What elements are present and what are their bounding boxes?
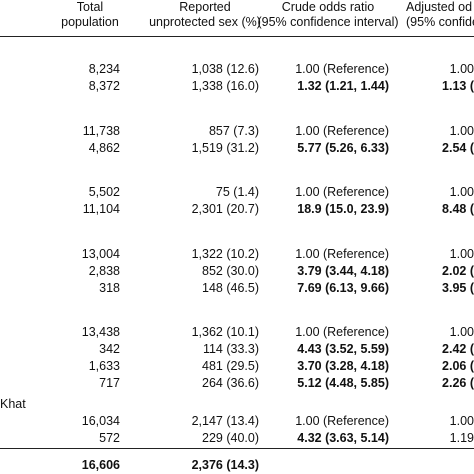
cell-reported: 114 (33.3) [202,342,259,356]
cell-crude: 4.43 (3.52, 5.59) [297,342,389,356]
cell-crude: 3.70 (3.28, 4.18) [297,359,389,373]
cell-adjusted: 1.00 [449,124,474,138]
cell-total: 8,372 [88,79,120,93]
cell-reported: 1,362 (10.1) [191,325,259,339]
row-label: Khat [0,397,26,411]
cell-crude: 1.32 (1.21, 1.44) [297,79,389,93]
cell-crude: 1.00 (Reference) [295,414,389,428]
header-total-line2: population [61,15,119,29]
cell-total: 342 [99,342,120,356]
cell-total: 4,862 [88,141,120,155]
cell-total: 717 [99,376,120,390]
cell-adjusted: 2.06 ( [442,359,474,373]
cell-adjusted: 2.26 ( [442,376,474,390]
header-reported: Reported unprotected sex (%) [140,0,270,30]
cell-adjusted: 1.00 [449,185,474,199]
cell-adjusted: 1.19 [449,431,474,445]
cell-adjusted: 2.02 ( [442,264,474,278]
header-adjusted: Adjusted od (95% confide [406,0,474,30]
cell-total: 8,234 [88,62,120,76]
cell-reported: 2,301 (20.7) [191,202,259,216]
cell-total: 11,104 [82,202,120,216]
cell-reported: 1,322 (10.2) [191,247,259,261]
cell-total: 13,004 [81,247,120,261]
cell-reported: 75 (1.4) [215,185,259,199]
cell-crude: 7.69 (6.13, 9.66) [297,281,389,295]
cell-reported: 2,147 (13.4) [191,414,259,428]
cell-adjusted: 1.00 [449,62,474,76]
header-rule [0,36,474,37]
cell-total: 11,738 [82,124,120,138]
cell-crude: 1.00 (Reference) [295,325,389,339]
cell-total: 16,606 [81,458,120,472]
cell-total: 2,838 [88,264,120,278]
cell-reported: 264 (36.6) [202,376,259,390]
cell-reported: 1,519 (31.2) [191,141,259,155]
header-reported-line1: Reported [179,0,231,14]
header-reported-line2: unprotected sex (%) [149,15,261,29]
cell-reported: 857 (7.3) [208,124,259,138]
cell-crude: 5.12 (4.48, 5.85) [297,376,389,390]
cell-total: 318 [99,281,120,295]
cell-reported: 229 (40.0) [202,431,259,445]
cell-total: 13,438 [81,325,120,339]
header-crude-line2: (95% confidence interval) [257,15,399,29]
header-crude-line1: Crude odds ratio [281,0,375,14]
cell-total: 1,633 [88,359,120,373]
cell-reported: 2,376 (14.3) [191,458,259,472]
cell-total: 572 [99,431,120,445]
cell-adjusted: 8.48 ( [442,202,474,216]
cell-adjusted: 1.13 ( [442,79,474,93]
header-crude: Crude odds ratio (95% confidence interva… [248,0,408,30]
cell-total: 5,502 [88,185,120,199]
cell-crude: 4.32 (3.63, 5.14) [297,431,389,445]
cell-crude: 1.00 (Reference) [295,62,389,76]
cell-adjusted: 1.00 [449,414,474,428]
cell-adjusted: 2.42 ( [442,342,474,356]
cell-reported: 1,338 (16.0) [191,79,259,93]
cell-crude: 5.77 (5.26, 6.33) [297,141,389,155]
cell-adjusted: 3.95 ( [442,281,474,295]
cell-crude: 1.00 (Reference) [295,185,389,199]
header-total-line1: Total [76,0,104,14]
header-adjusted-line2: (95% confide [406,15,474,29]
header-adjusted-line1: Adjusted od [406,0,473,14]
cell-reported: 481 (29.5) [202,359,259,373]
cell-crude: 18.9 (15.0, 23.9) [297,202,389,216]
cell-crude: 1.00 (Reference) [295,124,389,138]
cell-crude: 1.00 (Reference) [295,247,389,261]
cell-crude: 3.79 (3.44, 4.18) [297,264,389,278]
cell-adjusted: 1.00 [449,325,474,339]
footer-rule [0,448,474,449]
cell-reported: 148 (46.5) [202,281,259,295]
header-total: Total population [60,0,120,30]
cell-adjusted: 1.00 [449,247,474,261]
cell-adjusted: 2.54 ( [442,141,474,155]
cell-reported: 852 (30.0) [202,264,259,278]
cell-total: 16,034 [81,414,120,428]
cell-reported: 1,038 (12.6) [191,62,259,76]
